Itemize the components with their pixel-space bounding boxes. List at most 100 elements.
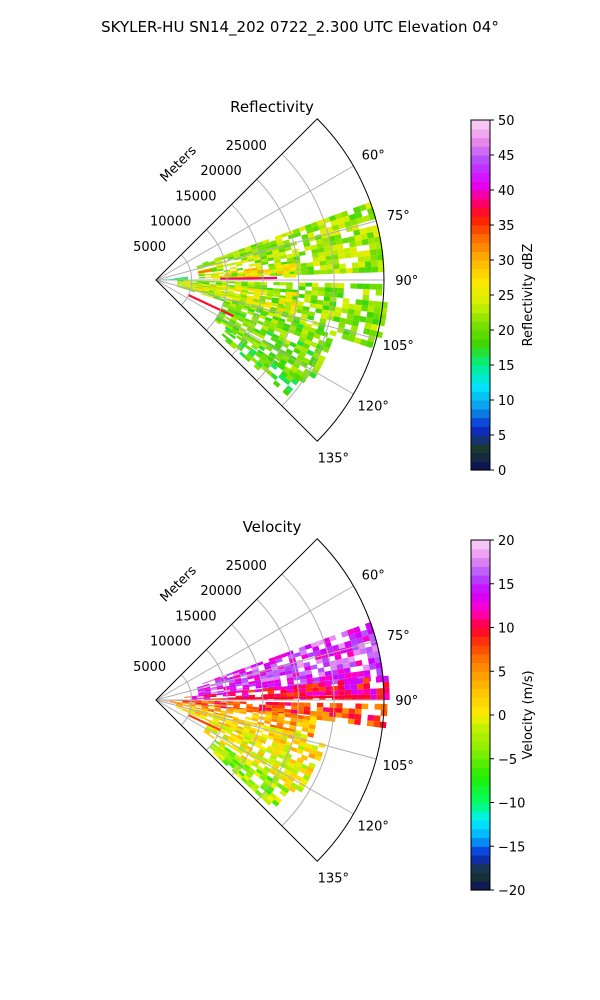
echo-cell	[263, 765, 271, 772]
echo-cell	[322, 661, 331, 668]
echo-cell	[225, 714, 233, 719]
echo-cell	[283, 322, 291, 329]
echo-cell	[227, 701, 234, 704]
echo-cell	[286, 689, 294, 694]
echo-cell	[206, 294, 214, 298]
echo-cell	[356, 283, 364, 290]
echo-cell	[279, 789, 288, 797]
echo-cell	[357, 670, 365, 678]
echo-cell	[319, 648, 327, 655]
echo-cell	[249, 335, 257, 342]
echo-cell	[309, 720, 317, 726]
echo-cell	[217, 268, 224, 272]
echo-cell	[300, 313, 309, 320]
echo-cell	[262, 322, 271, 328]
echo-cell	[212, 275, 220, 278]
echo-cell	[183, 281, 191, 283]
echo-cell	[269, 659, 277, 666]
echo-cell	[233, 708, 241, 712]
echo-cell	[252, 668, 259, 674]
echo-cell	[348, 213, 357, 221]
echo-cell	[260, 312, 268, 317]
echo-cell	[205, 726, 212, 732]
echo-cell	[233, 705, 240, 709]
echo-cell	[163, 700, 170, 702]
echo-cell	[278, 373, 286, 382]
echo-cell	[241, 677, 248, 682]
colorbar-segment	[471, 347, 490, 357]
echo-cell	[347, 335, 356, 343]
echo-cell	[265, 316, 273, 322]
echo-cell	[229, 266, 237, 270]
echo-cell	[260, 281, 268, 285]
colorbar-segment	[471, 172, 490, 182]
echo-cell	[356, 636, 365, 645]
echo-cell	[347, 308, 355, 315]
echo-cell	[324, 282, 332, 288]
colorbar-segment	[471, 715, 490, 725]
colorbar-segment	[471, 601, 490, 611]
range-axis-label: Meters	[158, 143, 200, 185]
echo-cell	[360, 233, 368, 241]
radar-panel-reflectivity: 5000 10000 15000 20000 25000 Meters 60° 75° 90° 1…	[133, 98, 536, 479]
echo-cell	[201, 703, 208, 705]
echo-cell	[305, 673, 313, 679]
echo-cell	[316, 711, 324, 717]
echo-cell	[279, 254, 287, 260]
echo-cell	[267, 745, 275, 751]
echo-cell	[241, 322, 249, 328]
echo-cell	[244, 273, 252, 277]
echo-cell	[250, 243, 258, 249]
echo-cell	[213, 716, 220, 720]
echo-cell	[259, 784, 267, 792]
echo-cell	[302, 342, 311, 350]
colorbar-tick-label: 10	[498, 622, 515, 637]
echo-cell	[278, 300, 286, 306]
echo-cell	[235, 304, 243, 309]
echo-cell	[284, 713, 292, 718]
echo-cell	[263, 242, 271, 247]
echo-cell	[363, 669, 371, 677]
echo-cell	[316, 242, 324, 249]
echo-cell	[169, 700, 176, 702]
echo-cell	[246, 769, 254, 777]
azimuth-grid-spoke	[155, 699, 354, 815]
echo-cell	[233, 254, 241, 259]
colorbar-segment	[471, 303, 490, 314]
echo-cell	[344, 672, 352, 679]
echo-cell	[318, 256, 326, 262]
echo-cell	[310, 641, 319, 648]
echo-cell	[259, 745, 268, 752]
echo-cell	[258, 748, 266, 755]
echo-cell	[344, 684, 351, 691]
panel-title: Velocity	[243, 518, 302, 536]
echo-cell	[308, 762, 316, 769]
echo-cell	[231, 269, 239, 273]
echo-cell	[303, 661, 311, 668]
echo-cell	[255, 768, 263, 775]
echo-cell	[203, 683, 210, 687]
echo-cell	[210, 688, 218, 691]
colorbar-segment	[471, 286, 490, 296]
echo-cell	[300, 763, 309, 771]
echo-cell	[264, 304, 272, 309]
echo-cell	[355, 240, 363, 247]
colorbar-label: Velocity (m/s)	[521, 670, 536, 759]
echo-cell	[280, 329, 288, 336]
echo-cell	[362, 635, 371, 643]
echo-cell	[325, 337, 334, 344]
echo-cell	[318, 223, 326, 231]
echo-cell	[309, 748, 318, 755]
echo-cell	[369, 283, 377, 290]
echo-cell	[311, 248, 319, 254]
echo-cell	[203, 284, 210, 287]
echo-cell	[296, 722, 304, 728]
echo-line	[187, 294, 234, 318]
echo-cell	[196, 265, 204, 269]
echo-cell	[329, 330, 337, 337]
echo-cell	[251, 246, 259, 251]
echo-cell	[292, 228, 300, 234]
echo-cell	[236, 735, 244, 741]
echo-cell	[182, 700, 189, 702]
echo-cell	[341, 713, 349, 719]
